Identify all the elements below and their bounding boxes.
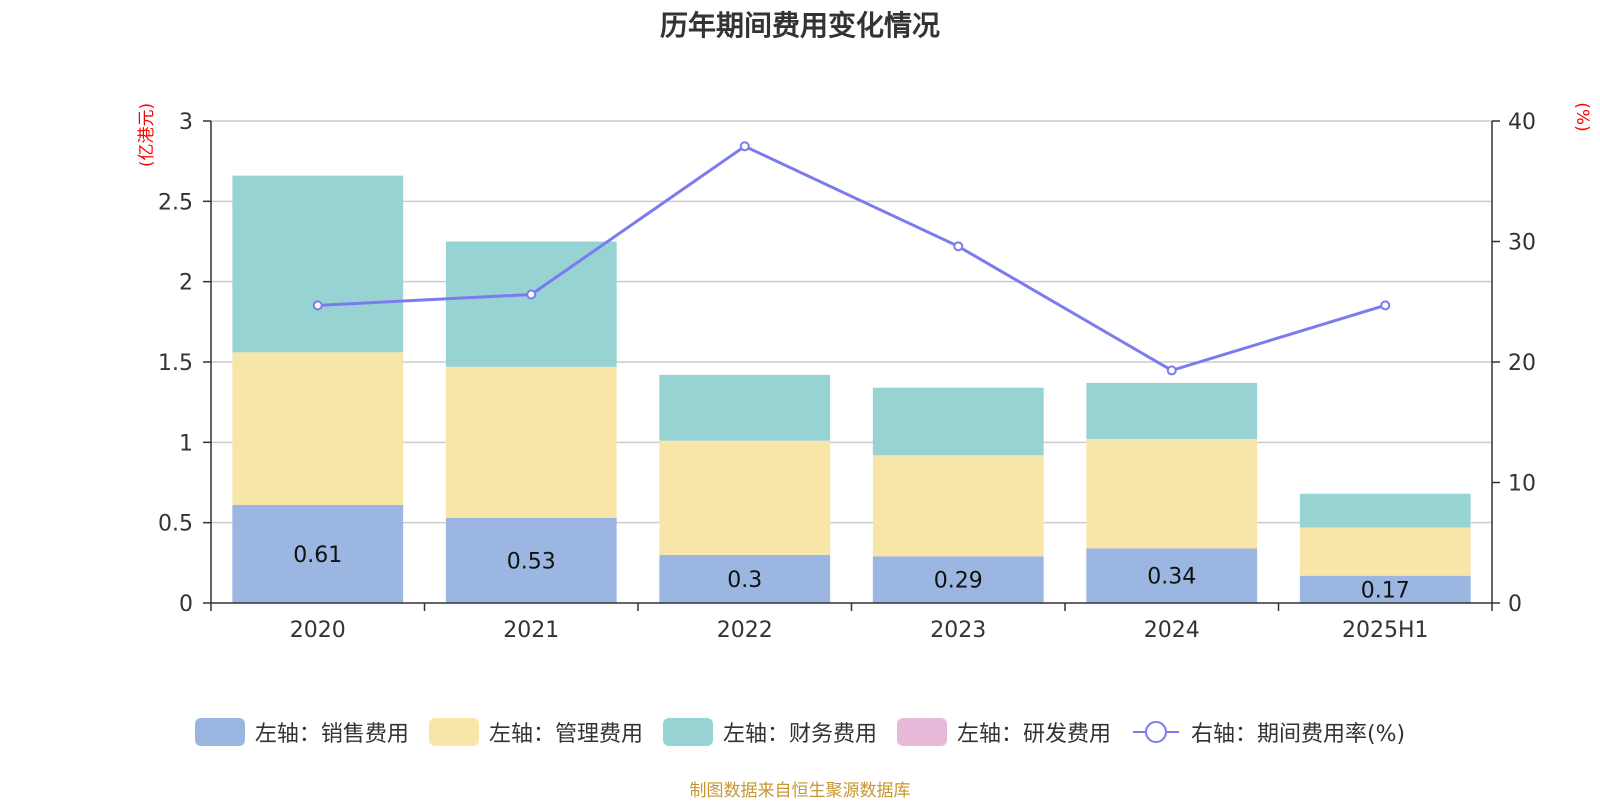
x-tick-label: 2022 — [717, 618, 773, 643]
right-axis-unit: (%) — [1572, 102, 1592, 131]
bar-segment-0 — [232, 504, 404, 603]
rate-point — [526, 289, 537, 300]
labels: 00.511.522.530102030400.6120200.5320210.… — [158, 110, 1536, 643]
rate-point — [312, 300, 323, 311]
bar-data-label: 0.3 — [727, 568, 762, 593]
right-tick-label: 0 — [1508, 592, 1522, 617]
bar-data-label: 0.34 — [1147, 565, 1196, 590]
bar-data-label: 0.29 — [934, 569, 983, 594]
left-tick-label: 2 — [179, 271, 193, 296]
left-tick-label: 0 — [179, 592, 193, 617]
axes — [203, 120, 1500, 611]
rate-point — [1380, 300, 1391, 311]
bar-segment-0 — [659, 554, 831, 603]
legend: 左轴：销售费用 左轴：管理费用 左轴：财务费用 左轴：研发费用 右轴：期间费用率… — [0, 716, 1600, 748]
bar-segment-1 — [1086, 439, 1258, 549]
bar-segment-0 — [872, 556, 1044, 603]
bar-segment-1 — [659, 440, 831, 555]
rate-point — [739, 141, 750, 152]
x-tick-label: 2020 — [290, 618, 346, 643]
bar-segment-0 — [1299, 575, 1471, 603]
x-tick-label: 2024 — [1144, 618, 1200, 643]
legend-swatch-sales — [194, 718, 245, 746]
bar-segment-2 — [1086, 382, 1258, 440]
bar-segment-1 — [872, 455, 1044, 557]
left-tick-label: 2.5 — [158, 190, 193, 215]
legend-swatch-admin — [428, 718, 479, 746]
bar-segment-2 — [445, 241, 617, 367]
bar-segment-2 — [659, 374, 831, 441]
legend-swatch-finance — [662, 718, 713, 746]
rate-line-path — [317, 144, 1386, 373]
right-tick-label: 20 — [1508, 351, 1536, 376]
legend-label-finance: 左轴：财务费用 — [722, 722, 877, 747]
bar-segment-0 — [445, 517, 617, 603]
bar-segment-0 — [1086, 548, 1258, 603]
bar-segment-2 — [872, 387, 1044, 456]
legend-item-rate[interactable]: 右轴：期间费用率(%) — [1131, 716, 1405, 748]
bar-segment-2 — [232, 175, 404, 353]
bars — [232, 175, 1471, 603]
bar-data-label: 0.61 — [293, 543, 342, 568]
legend-label-rate: 右轴：期间费用率(%) — [1190, 722, 1406, 747]
source-note: 制图数据来自恒生聚源数据库 — [689, 781, 911, 801]
bar-data-label: 0.53 — [507, 549, 556, 574]
rate-line — [312, 141, 1391, 376]
legend-swatch-rnd — [896, 718, 947, 746]
legend-label-sales: 左轴：销售费用 — [254, 722, 409, 747]
left-tick-label: 0.5 — [158, 512, 193, 537]
left-tick-label: 1.5 — [158, 351, 193, 376]
legend-item-finance[interactable]: 左轴：财务费用 — [662, 716, 877, 748]
right-tick-label: 40 — [1508, 110, 1536, 135]
x-tick-label: 2021 — [503, 618, 559, 643]
bar-data-label: 0.17 — [1361, 578, 1410, 603]
rate-point — [1166, 365, 1177, 376]
rate-point — [953, 241, 964, 252]
bar-segment-1 — [232, 352, 404, 505]
legend-item-admin[interactable]: 左轴：管理费用 — [428, 716, 643, 748]
left-tick-label: 3 — [179, 110, 193, 135]
left-axis-unit: (亿港元) — [137, 103, 157, 167]
x-tick-label: 2023 — [930, 618, 986, 643]
bar-segment-1 — [1299, 527, 1471, 576]
legend-label-rnd: 左轴：研发费用 — [956, 722, 1111, 747]
chart-title: 历年期间费用变化情况 — [659, 9, 940, 42]
bar-segment-2 — [1299, 493, 1471, 528]
x-tick-label: 2025H1 — [1342, 618, 1429, 643]
legend-item-rnd[interactable]: 左轴：研发费用 — [896, 716, 1111, 748]
right-tick-label: 10 — [1508, 472, 1536, 497]
bar-segment-1 — [445, 366, 617, 518]
grid-lines — [211, 120, 1492, 524]
legend-swatch-rate — [1132, 721, 1179, 743]
right-tick-label: 30 — [1508, 231, 1536, 256]
legend-item-sales[interactable]: 左轴：销售费用 — [194, 716, 409, 748]
left-tick-label: 1 — [179, 431, 193, 456]
legend-label-admin: 左轴：管理费用 — [488, 722, 643, 747]
